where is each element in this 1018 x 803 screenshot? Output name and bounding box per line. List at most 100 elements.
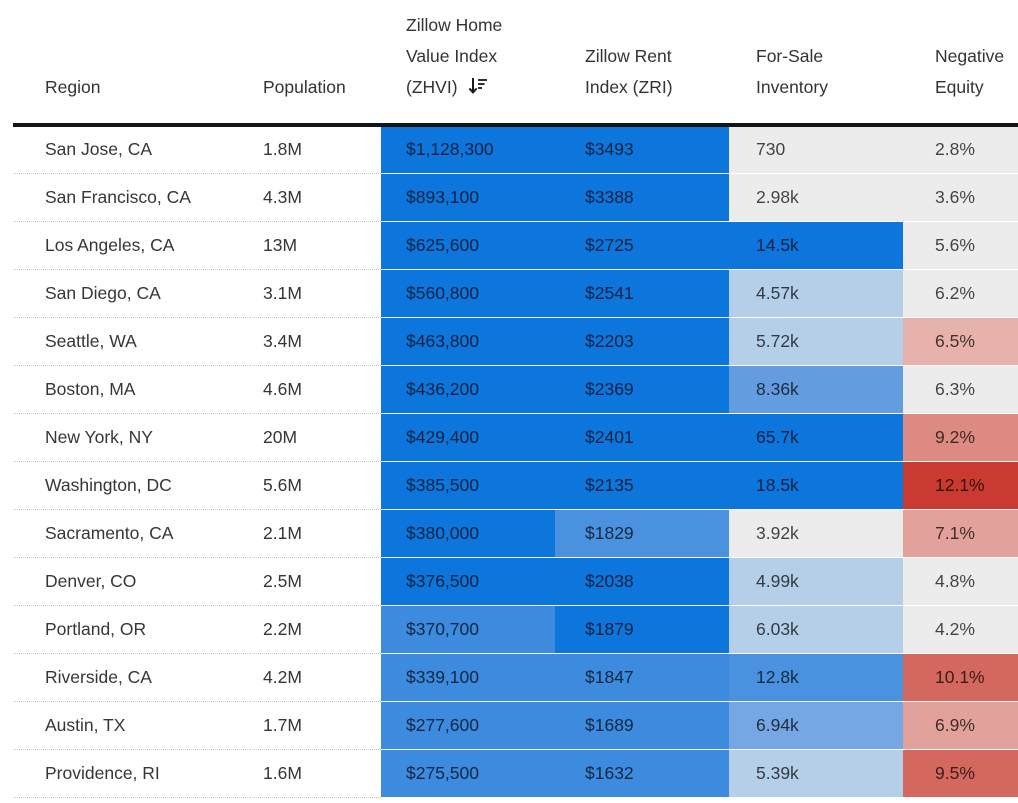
- cell-zri: $3388: [555, 172, 729, 221]
- table-row: Seattle, WA 3.4M $463,800 $2203 5.72k 6.5%: [13, 316, 1018, 365]
- table-row: San Jose, CA 1.8M $1,128,300 $3493 730 2.8%: [13, 125, 1018, 173]
- cell-region: Austin, TX: [13, 700, 250, 749]
- cell-region: San Francisco, CA: [13, 172, 250, 221]
- table-row: Portland, OR 2.2M $370,700 $1879 6.03k 4.2%: [13, 604, 1018, 653]
- column-header-label-line: Index (ZRI): [585, 77, 673, 97]
- column-header-label-line: For-Sale: [756, 46, 824, 66]
- cell-zhvi: $560,800: [381, 268, 555, 317]
- table-row: Austin, TX 1.7M $277,600 $1689 6.94k 6.9%: [13, 700, 1018, 749]
- cell-region: New York, NY: [13, 412, 250, 461]
- cell-negative-equity: 3.6%: [903, 172, 1018, 221]
- cell-inventory: 2.98k: [729, 172, 903, 221]
- column-header-negative-equity: Negative Equity: [903, 0, 1018, 127]
- cell-inventory: 4.99k: [729, 556, 903, 605]
- sort-descending-icon[interactable]: [467, 75, 488, 106]
- cell-region: San Diego, CA: [13, 268, 250, 317]
- cell-region: Denver, CO: [13, 556, 250, 605]
- table-row: San Diego, CA 3.1M $560,800 $2541 4.57k 6.2%: [13, 268, 1018, 317]
- cell-population: 3.1M: [250, 268, 381, 317]
- cell-population: 20M: [250, 412, 381, 461]
- column-header-label: Region: [45, 77, 101, 97]
- column-header-zhvi[interactable]: Zillow Home Value Index (ZHVI): [381, 0, 555, 127]
- cell-negative-equity: 6.9%: [903, 700, 1018, 749]
- cell-zri: $2038: [555, 556, 729, 605]
- cell-population: 2.2M: [250, 604, 381, 653]
- table-body: San Jose, CA 1.8M $1,128,300 $3493 730 2.8% Sa…: [13, 125, 1018, 798]
- cell-population: 4.2M: [250, 652, 381, 701]
- cell-inventory: 65.7k: [729, 412, 903, 461]
- cell-inventory: 14.5k: [729, 220, 903, 269]
- cell-region: Portland, OR: [13, 604, 250, 653]
- cell-population: 1.6M: [250, 748, 381, 798]
- cell-zhvi: $370,700: [381, 604, 555, 653]
- cell-zri: $2541: [555, 268, 729, 317]
- cell-negative-equity: 2.8%: [903, 125, 1018, 173]
- cell-zhvi: $380,000: [381, 508, 555, 557]
- cell-negative-equity: 9.2%: [903, 412, 1018, 461]
- table-row: Los Angeles, CA 13M $625,600 $2725 14.5k 5.6%: [13, 220, 1018, 269]
- cell-inventory: 4.57k: [729, 268, 903, 317]
- cell-population: 5.6M: [250, 460, 381, 509]
- cell-inventory: 730: [729, 125, 903, 173]
- column-header-label-line: Negative: [935, 46, 1005, 66]
- table-header: Region Population Zillow Home Value Inde…: [13, 0, 1018, 127]
- cell-zhvi: $625,600: [381, 220, 555, 269]
- cell-negative-equity: 6.3%: [903, 364, 1018, 413]
- table-row: Providence, RI 1.6M $275,500 $1632 5.39k 9.5%: [13, 748, 1018, 798]
- column-header-region: Region: [13, 0, 250, 127]
- cell-negative-equity: 10.1%: [903, 652, 1018, 701]
- cell-inventory: 5.39k: [729, 748, 903, 798]
- column-header-label-line: Value Index: [406, 46, 498, 66]
- column-header-label-line: Equity: [935, 77, 984, 97]
- table-row: New York, NY 20M $429,400 $2401 65.7k 9.2%: [13, 412, 1018, 461]
- table-row: San Francisco, CA 4.3M $893,100 $3388 2.98k 3…: [13, 172, 1018, 221]
- cell-zri: $1829: [555, 508, 729, 557]
- cell-region: Los Angeles, CA: [13, 220, 250, 269]
- cell-region: Boston, MA: [13, 364, 250, 413]
- cell-zri: $1847: [555, 652, 729, 701]
- column-header-label-line: Inventory: [756, 77, 828, 97]
- cell-negative-equity: 5.6%: [903, 220, 1018, 269]
- cell-zhvi: $275,500: [381, 748, 555, 798]
- cell-inventory: 5.72k: [729, 316, 903, 365]
- cell-region: Sacramento, CA: [13, 508, 250, 557]
- column-header-zri: Zillow Rent Index (ZRI): [555, 0, 729, 127]
- cell-population: 3.4M: [250, 316, 381, 365]
- cell-inventory: 18.5k: [729, 460, 903, 509]
- cell-zhvi: $429,400: [381, 412, 555, 461]
- cell-zri: $1689: [555, 700, 729, 749]
- cell-negative-equity: 6.2%: [903, 268, 1018, 317]
- cell-region: Riverside, CA: [13, 652, 250, 701]
- cell-zhvi: $436,200: [381, 364, 555, 413]
- cell-population: 2.1M: [250, 508, 381, 557]
- cell-population: 1.7M: [250, 700, 381, 749]
- table-row: Riverside, CA 4.2M $339,100 $1847 12.8k 10.1%: [13, 652, 1018, 701]
- cell-negative-equity: 6.5%: [903, 316, 1018, 365]
- cell-negative-equity: 9.5%: [903, 748, 1018, 798]
- cell-negative-equity: 7.1%: [903, 508, 1018, 557]
- cell-zri: $1879: [555, 604, 729, 653]
- column-header-label-line: Zillow Home: [406, 15, 503, 35]
- column-header-inventory: For-Sale Inventory: [729, 0, 903, 127]
- column-header-label-line: Zillow Rent: [585, 46, 672, 66]
- cell-population: 13M: [250, 220, 381, 269]
- cell-zri: $2401: [555, 412, 729, 461]
- cell-zri: $2725: [555, 220, 729, 269]
- cell-region: Providence, RI: [13, 748, 250, 798]
- cell-negative-equity: 4.2%: [903, 604, 1018, 653]
- column-header-population: Population: [250, 0, 381, 127]
- cell-population: 4.3M: [250, 172, 381, 221]
- cell-zri: $2135: [555, 460, 729, 509]
- table-row: Denver, CO 2.5M $376,500 $2038 4.99k 4.8%: [13, 556, 1018, 605]
- cell-population: 2.5M: [250, 556, 381, 605]
- cell-inventory: 6.03k: [729, 604, 903, 653]
- table-row: Boston, MA 4.6M $436,200 $2369 8.36k 6.3%: [13, 364, 1018, 413]
- cell-zri: $3493: [555, 125, 729, 173]
- cell-zhvi: $376,500: [381, 556, 555, 605]
- cell-zri: $2369: [555, 364, 729, 413]
- cell-zhvi: $385,500: [381, 460, 555, 509]
- cell-inventory: 6.94k: [729, 700, 903, 749]
- cell-negative-equity: 4.8%: [903, 556, 1018, 605]
- cell-zhvi: $277,600: [381, 700, 555, 749]
- cell-zhvi: $339,100: [381, 652, 555, 701]
